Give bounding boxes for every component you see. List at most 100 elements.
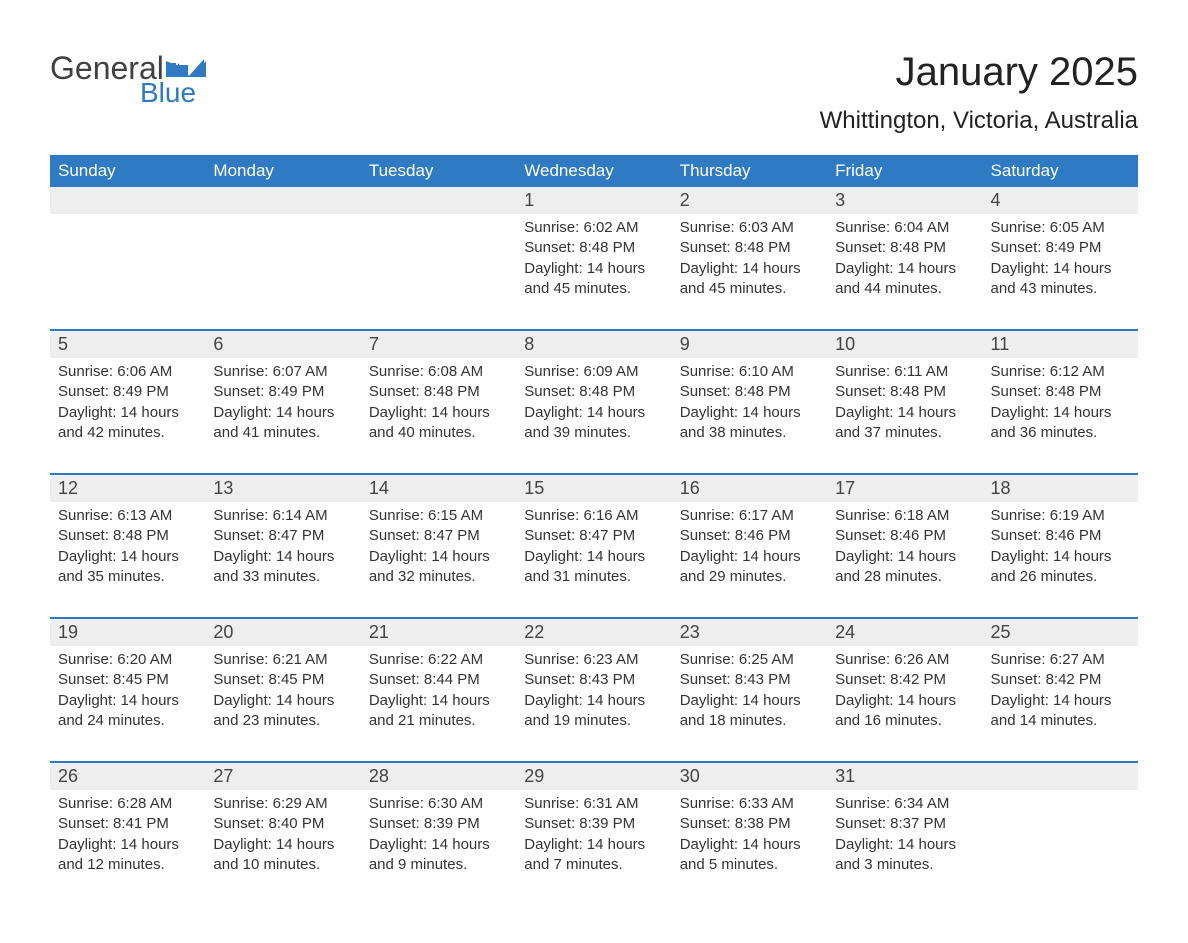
daylight-text: Daylight: 14 hours and 14 minutes. (991, 691, 1130, 732)
day-content: Sunrise: 6:18 AMSunset: 8:46 PMDaylight:… (827, 502, 982, 605)
sunset-text: Sunset: 8:48 PM (835, 238, 974, 258)
day-content: Sunrise: 6:19 AMSunset: 8:46 PMDaylight:… (983, 502, 1138, 605)
daylight-text: Daylight: 14 hours and 43 minutes. (991, 259, 1130, 300)
day-number: 2 (672, 187, 827, 214)
daylight-text: Daylight: 14 hours and 41 minutes. (213, 403, 352, 444)
day-content: Sunrise: 6:05 AMSunset: 8:49 PMDaylight:… (983, 214, 1138, 317)
day-number: 20 (205, 619, 360, 646)
daylight-text: Daylight: 14 hours and 44 minutes. (835, 259, 974, 300)
day-number (205, 187, 360, 214)
sunrise-text: Sunrise: 6:26 AM (835, 650, 974, 670)
sunset-text: Sunset: 8:46 PM (835, 526, 974, 546)
daylight-text: Daylight: 14 hours and 21 minutes. (369, 691, 508, 732)
sunset-text: Sunset: 8:41 PM (58, 814, 197, 834)
weekday-header: Saturday (983, 155, 1138, 187)
daylight-text: Daylight: 14 hours and 28 minutes. (835, 547, 974, 588)
weekday-header: Wednesday (516, 155, 671, 187)
sunset-text: Sunset: 8:44 PM (369, 670, 508, 690)
sunrise-text: Sunrise: 6:08 AM (369, 362, 508, 382)
day-content (983, 790, 1138, 893)
day-number: 19 (50, 619, 205, 646)
daylight-text: Daylight: 14 hours and 42 minutes. (58, 403, 197, 444)
sunrise-text: Sunrise: 6:12 AM (991, 362, 1130, 382)
day-content: Sunrise: 6:12 AMSunset: 8:48 PMDaylight:… (983, 358, 1138, 461)
day-number: 6 (205, 331, 360, 358)
sunrise-text: Sunrise: 6:34 AM (835, 794, 974, 814)
day-number: 10 (827, 331, 982, 358)
week-block: 567891011Sunrise: 6:06 AMSunset: 8:49 PM… (50, 329, 1138, 461)
sunrise-text: Sunrise: 6:02 AM (524, 218, 663, 238)
daylight-text: Daylight: 14 hours and 40 minutes. (369, 403, 508, 444)
sunset-text: Sunset: 8:47 PM (213, 526, 352, 546)
day-number: 8 (516, 331, 671, 358)
week-block: 19202122232425Sunrise: 6:20 AMSunset: 8:… (50, 617, 1138, 749)
daylight-text: Daylight: 14 hours and 12 minutes. (58, 835, 197, 876)
daylight-text: Daylight: 14 hours and 9 minutes. (369, 835, 508, 876)
day-content: Sunrise: 6:03 AMSunset: 8:48 PMDaylight:… (672, 214, 827, 317)
content-row: Sunrise: 6:20 AMSunset: 8:45 PMDaylight:… (50, 646, 1138, 749)
daylight-text: Daylight: 14 hours and 32 minutes. (369, 547, 508, 588)
sunrise-text: Sunrise: 6:13 AM (58, 506, 197, 526)
day-content: Sunrise: 6:14 AMSunset: 8:47 PMDaylight:… (205, 502, 360, 605)
day-number: 3 (827, 187, 982, 214)
daynum-row: 1234 (50, 187, 1138, 214)
sunrise-text: Sunrise: 6:06 AM (58, 362, 197, 382)
sunrise-text: Sunrise: 6:27 AM (991, 650, 1130, 670)
day-content: Sunrise: 6:21 AMSunset: 8:45 PMDaylight:… (205, 646, 360, 749)
day-content: Sunrise: 6:06 AMSunset: 8:49 PMDaylight:… (50, 358, 205, 461)
sunset-text: Sunset: 8:48 PM (369, 382, 508, 402)
day-number (983, 763, 1138, 790)
day-content (50, 214, 205, 317)
sunset-text: Sunset: 8:40 PM (213, 814, 352, 834)
sunrise-text: Sunrise: 6:17 AM (680, 506, 819, 526)
day-number: 5 (50, 331, 205, 358)
sunset-text: Sunset: 8:37 PM (835, 814, 974, 834)
day-number: 13 (205, 475, 360, 502)
day-number (50, 187, 205, 214)
daynum-row: 567891011 (50, 331, 1138, 358)
sunset-text: Sunset: 8:48 PM (835, 382, 974, 402)
week-block: 262728293031Sunrise: 6:28 AMSunset: 8:41… (50, 761, 1138, 893)
sunrise-text: Sunrise: 6:29 AM (213, 794, 352, 814)
weekday-header: Monday (205, 155, 360, 187)
daylight-text: Daylight: 14 hours and 35 minutes. (58, 547, 197, 588)
day-number: 7 (361, 331, 516, 358)
day-content (361, 214, 516, 317)
sunrise-text: Sunrise: 6:10 AM (680, 362, 819, 382)
day-number: 11 (983, 331, 1138, 358)
sunset-text: Sunset: 8:39 PM (369, 814, 508, 834)
sunrise-text: Sunrise: 6:33 AM (680, 794, 819, 814)
day-content: Sunrise: 6:25 AMSunset: 8:43 PMDaylight:… (672, 646, 827, 749)
day-content: Sunrise: 6:27 AMSunset: 8:42 PMDaylight:… (983, 646, 1138, 749)
daylight-text: Daylight: 14 hours and 36 minutes. (991, 403, 1130, 444)
daylight-text: Daylight: 14 hours and 7 minutes. (524, 835, 663, 876)
day-number: 18 (983, 475, 1138, 502)
sunset-text: Sunset: 8:46 PM (991, 526, 1130, 546)
sunrise-text: Sunrise: 6:09 AM (524, 362, 663, 382)
daynum-row: 19202122232425 (50, 619, 1138, 646)
day-content: Sunrise: 6:29 AMSunset: 8:40 PMDaylight:… (205, 790, 360, 893)
sunrise-text: Sunrise: 6:15 AM (369, 506, 508, 526)
daylight-text: Daylight: 14 hours and 45 minutes. (680, 259, 819, 300)
week-block: 12131415161718Sunrise: 6:13 AMSunset: 8:… (50, 473, 1138, 605)
sunset-text: Sunset: 8:48 PM (991, 382, 1130, 402)
day-content: Sunrise: 6:07 AMSunset: 8:49 PMDaylight:… (205, 358, 360, 461)
day-number: 16 (672, 475, 827, 502)
day-content: Sunrise: 6:04 AMSunset: 8:48 PMDaylight:… (827, 214, 982, 317)
daylight-text: Daylight: 14 hours and 31 minutes. (524, 547, 663, 588)
day-content: Sunrise: 6:23 AMSunset: 8:43 PMDaylight:… (516, 646, 671, 749)
daylight-text: Daylight: 14 hours and 37 minutes. (835, 403, 974, 444)
day-number: 12 (50, 475, 205, 502)
sunrise-text: Sunrise: 6:16 AM (524, 506, 663, 526)
day-content: Sunrise: 6:13 AMSunset: 8:48 PMDaylight:… (50, 502, 205, 605)
day-number (361, 187, 516, 214)
weekday-header: Tuesday (361, 155, 516, 187)
sunset-text: Sunset: 8:45 PM (213, 670, 352, 690)
day-content: Sunrise: 6:15 AMSunset: 8:47 PMDaylight:… (361, 502, 516, 605)
day-content: Sunrise: 6:20 AMSunset: 8:45 PMDaylight:… (50, 646, 205, 749)
sunset-text: Sunset: 8:48 PM (524, 382, 663, 402)
content-row: Sunrise: 6:28 AMSunset: 8:41 PMDaylight:… (50, 790, 1138, 893)
daylight-text: Daylight: 14 hours and 18 minutes. (680, 691, 819, 732)
content-row: Sunrise: 6:02 AMSunset: 8:48 PMDaylight:… (50, 214, 1138, 317)
daynum-row: 262728293031 (50, 763, 1138, 790)
